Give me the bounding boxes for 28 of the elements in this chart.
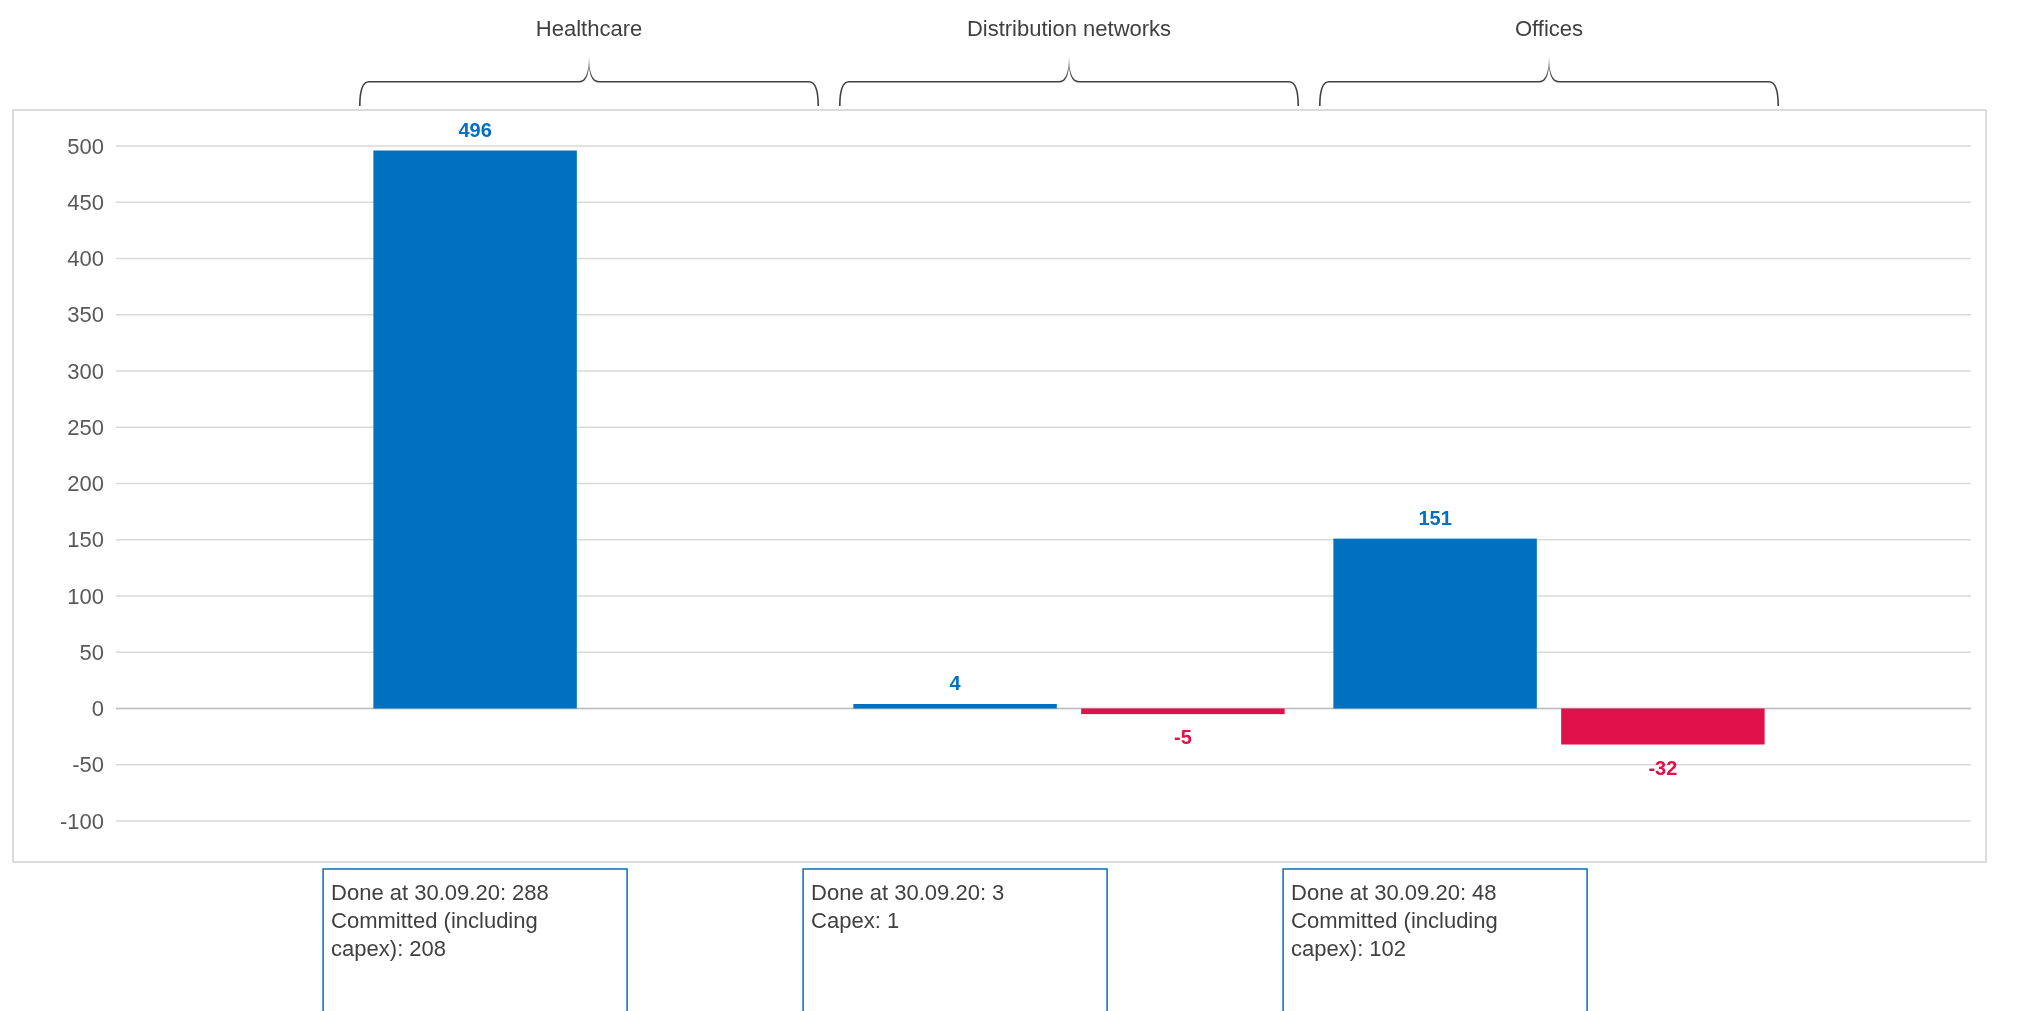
text: Done at 30.09.20: 288 Committed (including capex): 208: [331, 880, 549, 961]
y-tick-label: 400: [67, 246, 104, 272]
y-tick-label: 150: [67, 527, 104, 553]
data-label: -32: [1648, 756, 1678, 779]
bar: [373, 150, 577, 709]
y-tick-label: 100: [67, 583, 104, 609]
y-tick-label: 350: [67, 302, 104, 328]
y-tick-label: -100: [59, 808, 104, 834]
data-label: 496: [458, 118, 492, 141]
x-tick-label: Distribution networks: [966, 15, 1172, 41]
bar: [853, 704, 1057, 709]
text: Done at 30.09.20: 3 Capex: 1: [811, 880, 1005, 933]
y-tick-label: 50: [79, 639, 104, 665]
data-label: 4: [949, 672, 962, 694]
y-tick-label: 200: [67, 471, 104, 497]
x-tick-label: Healthcare: [535, 15, 643, 41]
y-tick-label: 500: [67, 133, 104, 159]
text: Done at 30.09.20: 48 Committed (including capex): 102: [1291, 880, 1498, 961]
bar: [1561, 708, 1765, 745]
y-tick-label: -50: [72, 752, 104, 778]
data-label: 151: [1418, 506, 1452, 529]
bar: [1333, 538, 1537, 709]
y-tick-label: 0: [91, 696, 104, 722]
y-tick-label: 300: [67, 358, 104, 384]
data-label: -5: [1174, 726, 1192, 749]
x-tick-label: Offices: [1514, 15, 1584, 41]
y-tick-label: 450: [67, 189, 104, 215]
y-tick-label: 250: [67, 414, 104, 440]
